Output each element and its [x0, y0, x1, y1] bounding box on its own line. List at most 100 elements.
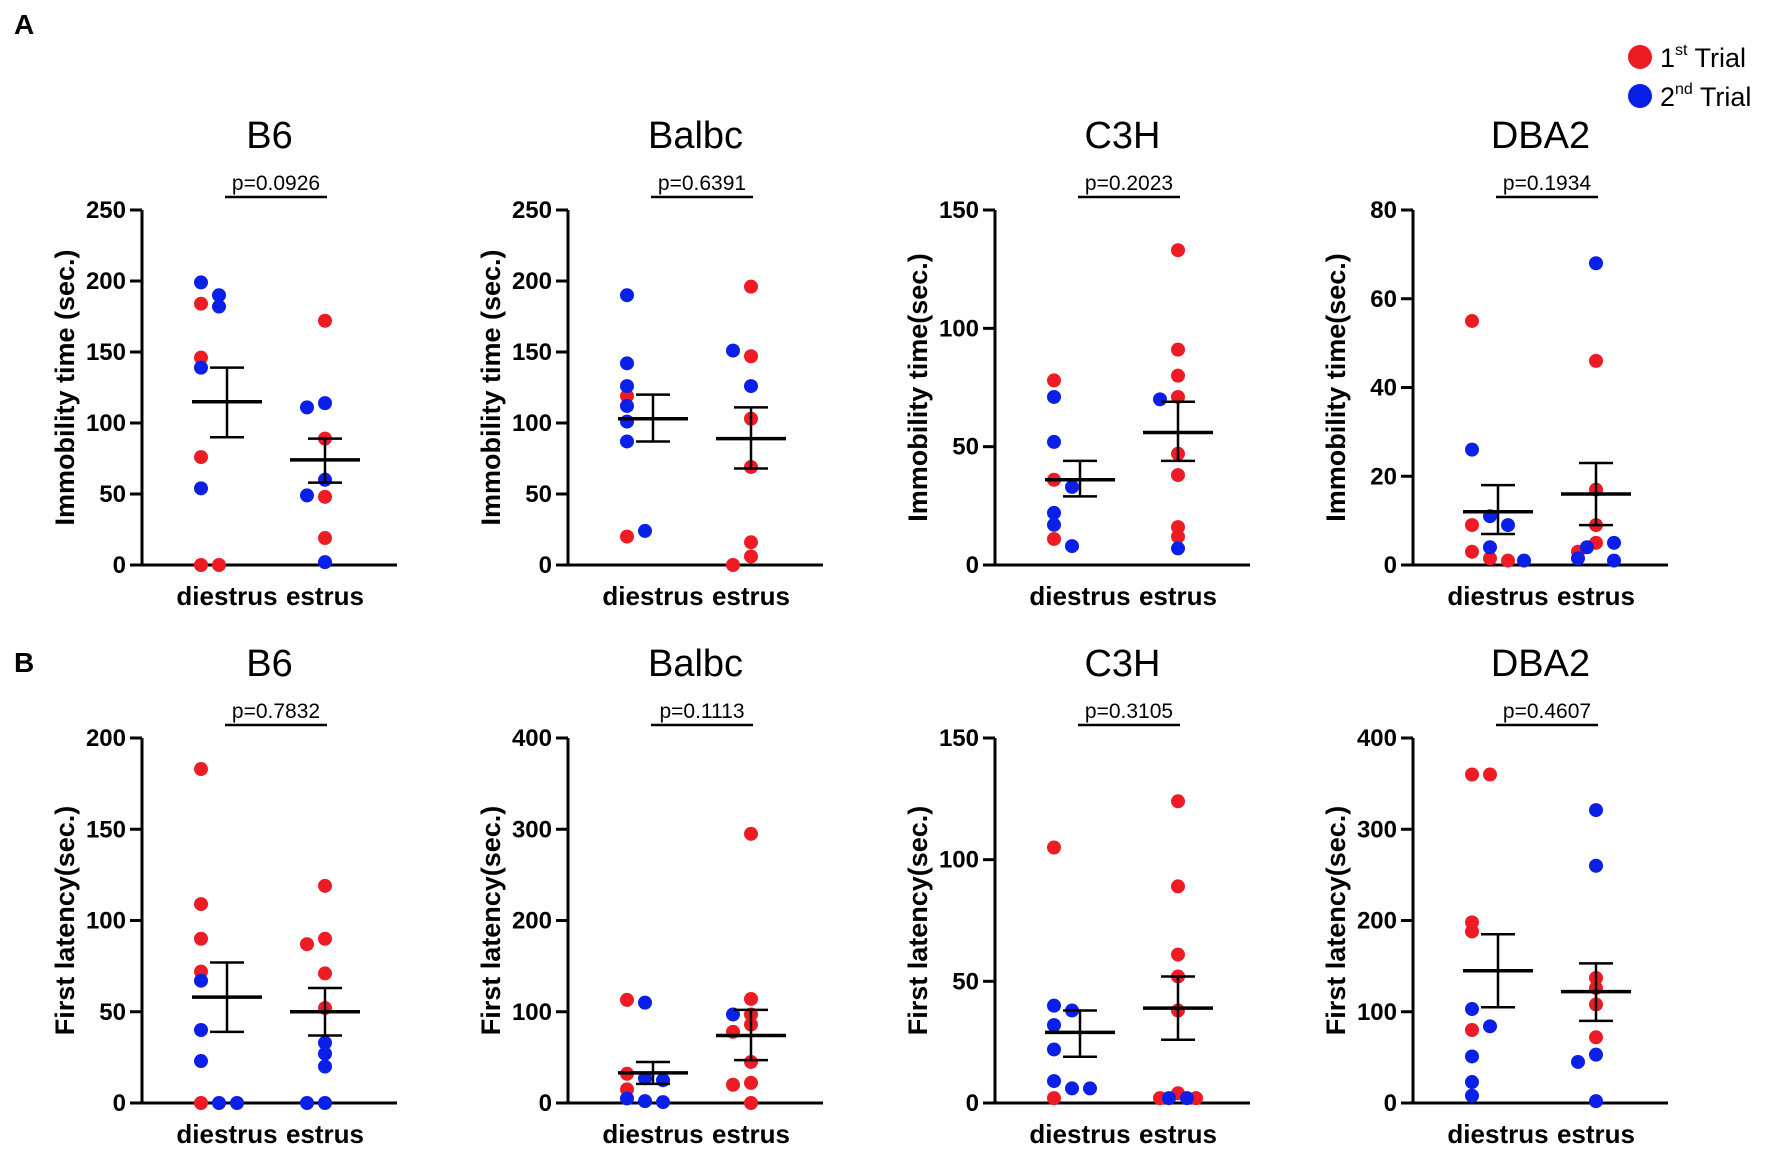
- x-tick-label-estrus: estrus: [286, 581, 364, 611]
- y-tick-label: 50: [525, 481, 552, 508]
- data-point-trial2: [1065, 539, 1079, 554]
- data-point-trial2: [194, 360, 208, 375]
- y-tick-label: 100: [939, 315, 979, 342]
- data-point-trial1: [318, 966, 332, 981]
- y-tick-label: 60: [1370, 286, 1397, 313]
- data-point-trial2: [1047, 1074, 1061, 1089]
- legend: 1st Trial 2nd Trial: [1628, 42, 1751, 112]
- data-point-trial2: [194, 1023, 208, 1037]
- y-tick-label: 100: [86, 410, 126, 437]
- data-point-trial2: [1065, 479, 1079, 494]
- data-point-trial1: [726, 1077, 740, 1092]
- data-point-trial1: [620, 529, 634, 544]
- p-value-label: p=0.6391: [658, 172, 746, 195]
- chart-a-c3h: C3H 0 50 100 150 diestrus estrus Immobility tim…: [903, 115, 1250, 611]
- data-point-trial1: [194, 350, 208, 365]
- data-point-trial1: [318, 489, 332, 504]
- data-point-trial1: [1047, 373, 1061, 388]
- data-point-trial2: [1465, 442, 1479, 457]
- data-point-trial2: [638, 523, 652, 538]
- y-tick-label: 250: [512, 197, 552, 224]
- y-axis-label: First latency(sec.): [1321, 806, 1351, 1036]
- data-point-trial1: [1589, 1030, 1603, 1045]
- y-tick-label: 200: [86, 725, 126, 752]
- p-value-label: p=0.4607: [1503, 700, 1591, 723]
- y-tick-label: 100: [86, 908, 126, 935]
- data-point-trial2: [1589, 858, 1603, 873]
- y-tick-label: 20: [1370, 463, 1397, 490]
- data-point-trial2: [1571, 551, 1585, 566]
- y-tick-label: 50: [952, 434, 979, 461]
- data-point-trial2: [638, 1094, 652, 1109]
- y-tick-label: 40: [1370, 375, 1397, 402]
- p-value-label: p=0.7832: [232, 700, 320, 723]
- data-point-trial2: [638, 995, 652, 1010]
- data-point-trial1: [1483, 551, 1497, 566]
- chart-a-b6: B6 0 50 100 150 200 250 diestrus estrus Immobilit…: [50, 115, 397, 611]
- data-point-trial1: [1465, 1023, 1479, 1037]
- panel-label-b: B: [14, 647, 34, 678]
- data-point-trial1: [212, 558, 226, 572]
- data-point-trial2: [1589, 1094, 1603, 1109]
- data-point-trial2: [1171, 541, 1185, 556]
- data-point-trial1: [194, 558, 208, 572]
- data-point-trial1: [1465, 544, 1479, 559]
- data-point-trial1: [744, 279, 758, 294]
- data-point-trial1: [726, 558, 740, 572]
- y-tick-label: 200: [512, 268, 552, 295]
- y-tick-label: 300: [512, 816, 552, 843]
- data-point-trial2: [1153, 392, 1167, 407]
- y-tick-label: 0: [1384, 552, 1397, 579]
- data-point-trial2: [1047, 434, 1061, 449]
- y-tick-label: 150: [512, 339, 552, 366]
- data-point-trial2: [620, 1091, 634, 1106]
- data-point-trial2: [1465, 1002, 1479, 1017]
- data-point-trial2: [1589, 256, 1603, 271]
- x-tick-label-estrus: estrus: [712, 1119, 790, 1149]
- data-point-trial2: [1047, 517, 1061, 532]
- data-point-trial2: [318, 1035, 332, 1050]
- data-point-trial1: [620, 992, 634, 1007]
- chart-a-dba2: DBA2 0 20 40 60 80 diestrus estrus Immobility ti…: [1321, 115, 1668, 611]
- data-point-trial1: [1171, 243, 1185, 258]
- data-point-trial2: [1065, 1081, 1079, 1096]
- y-tick-label: 0: [1384, 1090, 1397, 1117]
- chart-a-balbc: Balbc 0 50 100 150 200 250 diestrus estrus Immobi…: [476, 115, 823, 611]
- y-tick-label: 400: [512, 725, 552, 752]
- chart-b-c3h: C3H 0 50 100 150 diestrus estrus First latency(…: [903, 643, 1250, 1149]
- y-tick-label: 100: [512, 410, 552, 437]
- y-tick-label: 80: [1370, 197, 1397, 224]
- y-tick-label: 50: [99, 481, 126, 508]
- data-point-trial2: [318, 1059, 332, 1074]
- y-tick-label: 300: [1357, 816, 1397, 843]
- data-point-trial2: [300, 400, 314, 415]
- y-tick-label: 0: [539, 1090, 552, 1117]
- x-tick-label-estrus: estrus: [1557, 581, 1635, 611]
- y-tick-label: 150: [86, 339, 126, 366]
- y-tick-label: 150: [86, 816, 126, 843]
- x-tick-label-estrus: estrus: [712, 581, 790, 611]
- y-tick-label: 0: [966, 552, 979, 579]
- data-point-trial2: [194, 275, 208, 290]
- data-point-trial2: [1047, 389, 1061, 404]
- data-point-trial1: [300, 937, 314, 952]
- data-point-trial2: [1501, 518, 1515, 533]
- data-point-trial1: [194, 931, 208, 946]
- y-tick-label: 50: [99, 999, 126, 1026]
- y-tick-label: 250: [86, 197, 126, 224]
- data-point-trial2: [726, 343, 740, 358]
- legend-trial2-marker: [1628, 84, 1652, 108]
- x-tick-label-diestrus: diestrus: [1447, 1119, 1548, 1149]
- p-value-label: p=0.3105: [1085, 700, 1173, 723]
- data-point-trial2: [212, 1096, 226, 1110]
- y-tick-label: 150: [939, 725, 979, 752]
- data-point-trial1: [1171, 794, 1185, 809]
- chart-title: Balbc: [648, 643, 743, 685]
- data-point-trial1: [620, 389, 634, 404]
- data-point-trial2: [1517, 553, 1531, 568]
- data-point-trial1: [194, 1096, 208, 1110]
- data-point-trial2: [1047, 505, 1061, 520]
- data-point-trial1: [1465, 313, 1479, 328]
- data-point-trial2: [212, 299, 226, 314]
